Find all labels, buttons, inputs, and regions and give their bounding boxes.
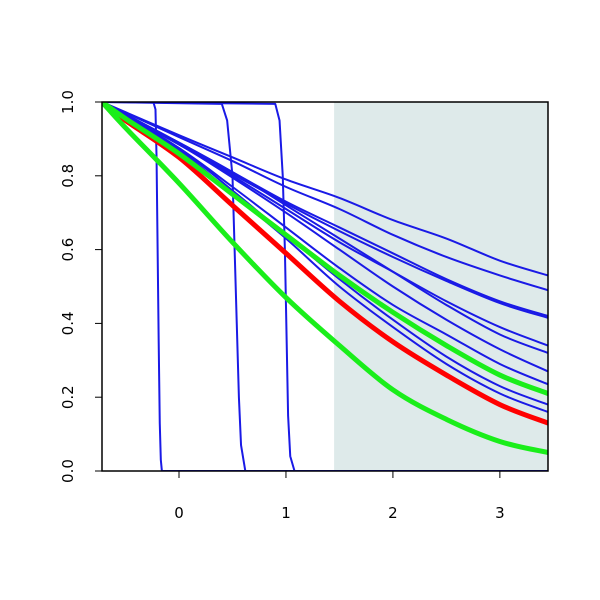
x-tick-label-3: 3 — [495, 504, 505, 522]
x-tick-label-0: 0 — [174, 504, 184, 522]
y-tick-label-0: 0.0 — [59, 459, 77, 483]
series-line-12-blue-step — [102, 102, 548, 471]
series-line-6-blue — [102, 102, 548, 354]
series-line-2-blue — [102, 102, 548, 292]
series-line-13-blue-step — [102, 102, 548, 471]
series-line-7-blue — [102, 102, 548, 373]
x-axis: 0 1 2 3 — [174, 471, 505, 522]
y-tick-label-3: 0.6 — [59, 238, 77, 262]
series-line-9-blue — [102, 102, 548, 406]
y-axis: 0.0 0.2 0.4 0.6 0.8 1.0 — [59, 90, 102, 483]
series-line-11-blue-step — [102, 102, 548, 471]
y-tick-label-2: 0.4 — [59, 311, 77, 335]
series-line-15-green — [102, 102, 548, 397]
x-tick-label-1: 1 — [281, 504, 291, 522]
series-line-10-blue — [102, 102, 548, 413]
series-layer — [102, 102, 548, 471]
series-line-16-green — [102, 102, 548, 456]
plot-frame — [101, 101, 549, 472]
x-tick-label-2: 2 — [388, 504, 398, 522]
series-line-1-blue — [102, 102, 548, 277]
y-tick-label-4: 0.8 — [59, 164, 77, 188]
y-tick-label-5: 1.0 — [59, 90, 77, 114]
y-tick-label-1: 0.2 — [59, 385, 77, 409]
